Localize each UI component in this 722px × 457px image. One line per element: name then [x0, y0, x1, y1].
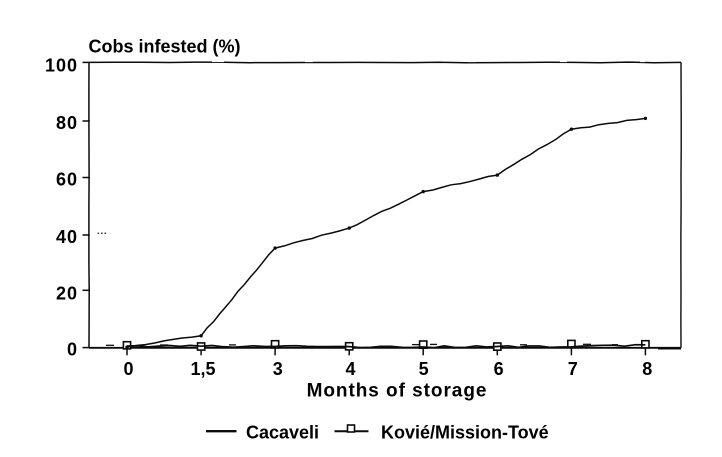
svg-text:60: 60: [56, 169, 78, 189]
svg-text:0: 0: [123, 359, 133, 379]
svg-text:0: 0: [67, 340, 78, 360]
svg-text:Kovié/Mission-Tové: Kovié/Mission-Tové: [381, 423, 549, 443]
svg-text:Months of storage: Months of storage: [307, 380, 488, 401]
svg-text:20: 20: [56, 283, 78, 303]
svg-text:Cobs infested (%): Cobs infested (%): [89, 36, 241, 56]
svg-text:3: 3: [273, 359, 283, 379]
svg-text:7: 7: [568, 359, 578, 379]
svg-text:Cacaveli: Cacaveli: [246, 423, 319, 443]
svg-text:80: 80: [56, 113, 78, 133]
svg-text:5: 5: [419, 359, 429, 379]
svg-text:4: 4: [345, 359, 355, 379]
svg-text:6: 6: [494, 359, 504, 379]
svg-text:100: 100: [45, 55, 78, 75]
svg-text:8: 8: [642, 359, 652, 379]
svg-text:1,5: 1,5: [190, 359, 215, 379]
svg-text:40: 40: [56, 227, 78, 247]
